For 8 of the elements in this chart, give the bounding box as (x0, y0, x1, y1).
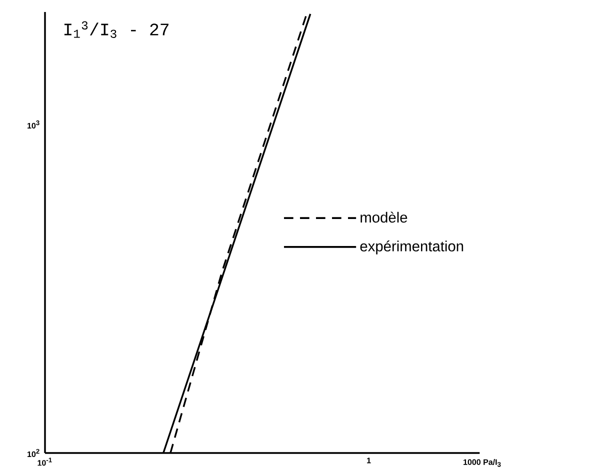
legend-label: expérimentation (360, 240, 464, 254)
legend-label: modèle (360, 212, 408, 223)
x-tick-label: 1 (367, 458, 371, 464)
x-tick-label: 10$^{-1}$ (38, 458, 52, 466)
y-tick-label: 10$^{3}$ (28, 120, 40, 129)
text: I$_{1}$$^{3}$/I$_{3}$ - 27 (64, 21, 168, 38)
y-tick-label: 10$^{2}$ (28, 448, 40, 458)
x-axis-title: 1000 Pa/I$_{3}$ (464, 459, 501, 467)
